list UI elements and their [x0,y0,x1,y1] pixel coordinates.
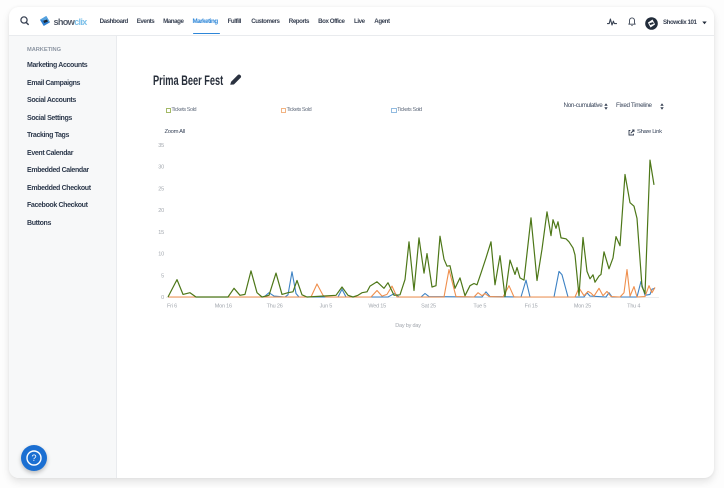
svg-text:?: ? [31,453,36,463]
svg-text:15: 15 [158,230,164,236]
svg-text:Jun 5: Jun 5 [320,304,333,310]
svg-text:Sat 25: Sat 25 [421,304,436,310]
svg-text:0: 0 [161,295,164,301]
svg-text:Mon 25: Mon 25 [574,304,591,310]
svg-text:Tue 5: Tue 5 [473,304,486,310]
svg-text:Mon 16: Mon 16 [215,304,232,310]
svg-text:20: 20 [158,208,164,214]
svg-text:Thu 4: Thu 4 [627,304,640,310]
svg-text:Fri 6: Fri 6 [167,304,177,310]
svg-text:35: 35 [158,143,164,149]
svg-text:Fri 15: Fri 15 [525,304,538,310]
svg-text:Wed 15: Wed 15 [368,304,386,310]
svg-text:25: 25 [158,186,164,192]
svg-text:5: 5 [161,273,164,279]
svg-text:10: 10 [158,252,164,258]
svg-text:Day by day: Day by day [395,323,421,329]
svg-text:Thu 26: Thu 26 [267,304,283,310]
svg-text:30: 30 [158,165,164,171]
